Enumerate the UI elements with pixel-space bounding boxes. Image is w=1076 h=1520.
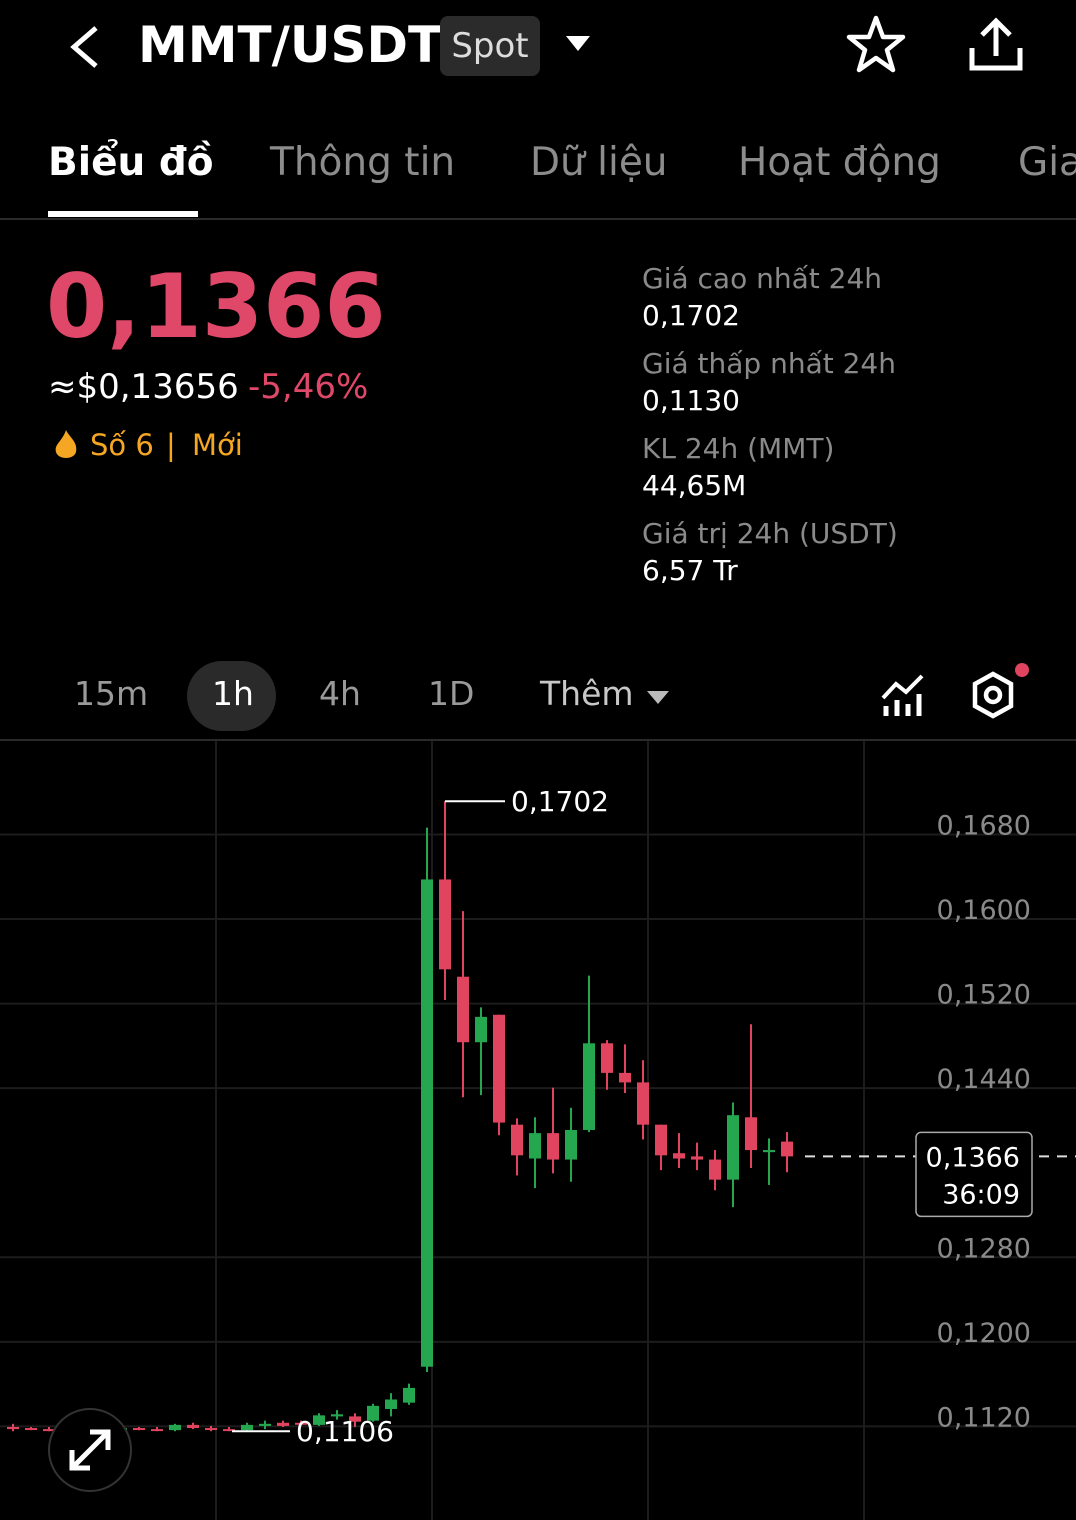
usd-price: ≈$0,13656: [48, 367, 239, 407]
candle-body: [295, 1422, 307, 1425]
candle-body: [457, 976, 469, 1043]
indicator-icon[interactable]: [880, 672, 926, 718]
tab[interactable]: Dữ liệu: [530, 140, 668, 185]
candle-body: [43, 1429, 55, 1432]
dropdown[interactable]: [565, 35, 591, 53]
stat-label: KL 24h (MMT): [642, 432, 835, 465]
candle-body: [349, 1416, 361, 1422]
candle-body: [655, 1124, 667, 1156]
last-price: 0,1366: [46, 255, 386, 358]
last-price-box: [915, 1131, 1033, 1218]
stat-value: 0,1702: [642, 299, 740, 332]
market-badge[interactable]: Spot: [440, 16, 540, 76]
expand-button[interactable]: [48, 1408, 132, 1492]
candle-body: [7, 1426, 19, 1430]
tab[interactable]: Gia: [1018, 140, 1076, 185]
candle-body: [205, 1428, 217, 1431]
back-button[interactable]: [60, 22, 110, 72]
tab-indicator: [48, 211, 198, 217]
interval-pill: [187, 661, 276, 731]
candle-body: [169, 1424, 181, 1431]
candle-body: [637, 1082, 649, 1125]
interval[interactable]: 15m: [74, 674, 149, 713]
y-tick-label: 0,1600: [937, 895, 1031, 926]
divider: [0, 739, 1076, 741]
y-tick-label: 0,1680: [937, 811, 1031, 842]
candle-body: [241, 1424, 253, 1431]
rank: Số 6: [90, 428, 154, 462]
candle-body: [583, 1043, 595, 1130]
candle-body: [691, 1156, 703, 1160]
candle-body: [727, 1115, 739, 1180]
price-change: -5,46%: [248, 367, 369, 407]
candle-body: [133, 1428, 145, 1431]
separator: |: [166, 428, 176, 462]
candle-body: [565, 1129, 577, 1160]
tab[interactable]: Biểu đồ: [48, 140, 214, 185]
y-tick-label: 0,1280: [937, 1233, 1031, 1264]
interval[interactable]: 1h: [212, 674, 254, 713]
candle-body: [367, 1405, 379, 1421]
candle-body: [601, 1043, 613, 1073]
candle-body: [709, 1159, 721, 1180]
candle-body: [385, 1399, 397, 1410]
tag: Mới: [192, 428, 243, 462]
interval[interactable]: Thêm: [540, 674, 634, 713]
candle-body: [421, 879, 433, 1367]
stat-label: Giá trị 24h (USDT): [642, 517, 898, 550]
stat-value: 44,65M: [642, 469, 747, 502]
candle-body: [187, 1424, 199, 1429]
interval[interactable]: 4h: [319, 674, 361, 713]
candle-body: [673, 1153, 685, 1159]
y-tick-label: 0,1200: [937, 1318, 1031, 1349]
pair-title: MMT/USDT: [138, 16, 443, 74]
last-price-label: 0,1366: [926, 1142, 1020, 1173]
y-tick-label: 0,1440: [937, 1064, 1031, 1095]
candle-body: [619, 1072, 631, 1083]
candle-body: [439, 879, 451, 970]
candle-body: [763, 1150, 775, 1153]
candle-body: [331, 1414, 343, 1417]
favorite[interactable]: [845, 14, 907, 76]
candle-body: [223, 1429, 235, 1432]
countdown: 36:09: [942, 1179, 1020, 1210]
y-tick-label: 0,1520: [937, 980, 1031, 1011]
candle-body: [313, 1415, 325, 1425]
candle-body: [781, 1141, 793, 1157]
stat-label: Giá cao nhất 24h: [642, 262, 883, 295]
candle-body: [745, 1117, 757, 1151]
candle-body: [25, 1428, 37, 1431]
candle-body: [475, 1016, 487, 1043]
stat-value: 0,1130: [642, 384, 740, 417]
stat-value: 6,57 Tr: [642, 554, 738, 587]
low-label: 0,1106: [296, 1415, 394, 1448]
high-label: 0,1702: [511, 785, 609, 818]
fire-icon: [55, 430, 77, 458]
candle-body: [259, 1423, 271, 1426]
tab[interactable]: Hoạt động: [738, 140, 941, 185]
expand-icon: [69, 1429, 111, 1471]
chart: 0,1680 0,1600 0,1520 0,1440 0,1280 0,1200 0,11…: [0, 741, 1076, 1520]
candle-body: [547, 1133, 559, 1160]
candle-body: [403, 1387, 415, 1403]
candle-body: [529, 1133, 541, 1159]
dropdown[interactable]: [646, 690, 670, 706]
divider: [0, 218, 1076, 220]
candle-body: [277, 1422, 289, 1426]
candle-body: [493, 1014, 505, 1123]
y-tick-label: 0,1120: [937, 1402, 1031, 1433]
share[interactable]: [966, 16, 1026, 76]
tab[interactable]: Thông tin: [270, 140, 456, 185]
interval[interactable]: 1D: [428, 674, 475, 713]
settings-icon[interactable]: [968, 662, 1034, 722]
stat-label: Giá thấp nhất 24h: [642, 347, 896, 380]
candle-body: [511, 1124, 523, 1156]
candle-body: [151, 1429, 163, 1432]
